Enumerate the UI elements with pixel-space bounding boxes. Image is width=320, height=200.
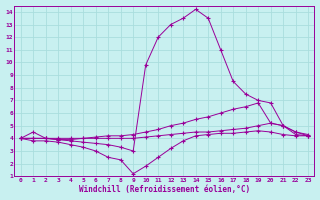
X-axis label: Windchill (Refroidissement éolien,°C): Windchill (Refroidissement éolien,°C) [79, 185, 250, 194]
